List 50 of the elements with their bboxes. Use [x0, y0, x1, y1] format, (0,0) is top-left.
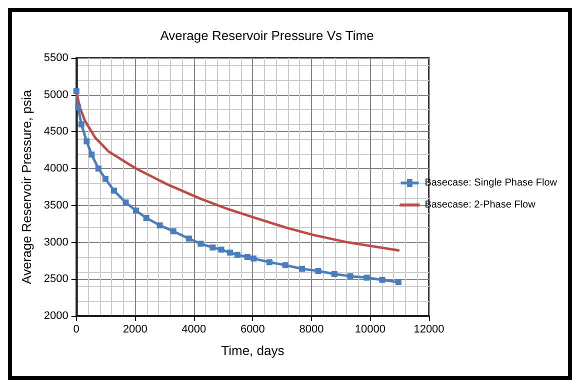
x-tick-label: 4000	[182, 324, 206, 336]
point	[250, 256, 257, 262]
point	[266, 259, 272, 266]
point	[315, 268, 322, 274]
y-tick-label: 4000	[44, 162, 68, 175]
y-tick-label: 5000	[44, 88, 68, 101]
point	[156, 222, 163, 228]
y-tick-label: 2500	[44, 273, 68, 286]
point	[122, 199, 129, 206]
y-tick-label: 5500	[44, 52, 68, 64]
chart-title: Average Reservoir Pressure Vs Time	[160, 28, 374, 43]
point	[95, 166, 102, 172]
y-tick-label: 2000	[44, 310, 68, 322]
point	[395, 279, 402, 286]
x-tick-label: 2000	[122, 324, 148, 336]
y-tick-label: 4500	[44, 126, 68, 138]
x-tick-label: 8000	[299, 324, 324, 336]
point	[299, 266, 306, 272]
y-tick-label: 3500	[44, 199, 68, 212]
point	[227, 250, 234, 256]
point	[133, 208, 140, 214]
point	[88, 152, 95, 158]
x-axis-title: Time, days	[221, 343, 285, 358]
y-tick-label: 3000	[44, 236, 68, 248]
point	[102, 176, 108, 182]
point	[73, 88, 80, 94]
point	[75, 104, 82, 110]
point	[331, 270, 338, 277]
legend-label: Basecase: Single Phase Flow	[424, 178, 558, 188]
x-tick-label: 10000	[354, 324, 386, 336]
x-tick-label: 12000	[414, 324, 444, 336]
point	[282, 262, 288, 268]
point	[379, 276, 386, 283]
x-tick-label: 0	[73, 324, 80, 336]
point	[347, 273, 354, 280]
point	[143, 214, 150, 221]
point	[234, 252, 240, 258]
point	[244, 254, 250, 260]
point	[84, 138, 90, 144]
legend-label: Basecase: 2-Phase Flow	[424, 200, 536, 210]
point	[218, 246, 224, 253]
point	[364, 274, 370, 281]
point	[170, 228, 176, 234]
point	[110, 188, 117, 194]
x-tick-label: 6000	[240, 324, 265, 336]
point	[186, 236, 192, 242]
point	[78, 121, 84, 128]
point	[198, 240, 204, 247]
y-axis-title: Average Reservoir Pressure, psia	[19, 89, 34, 284]
point	[210, 244, 216, 250]
